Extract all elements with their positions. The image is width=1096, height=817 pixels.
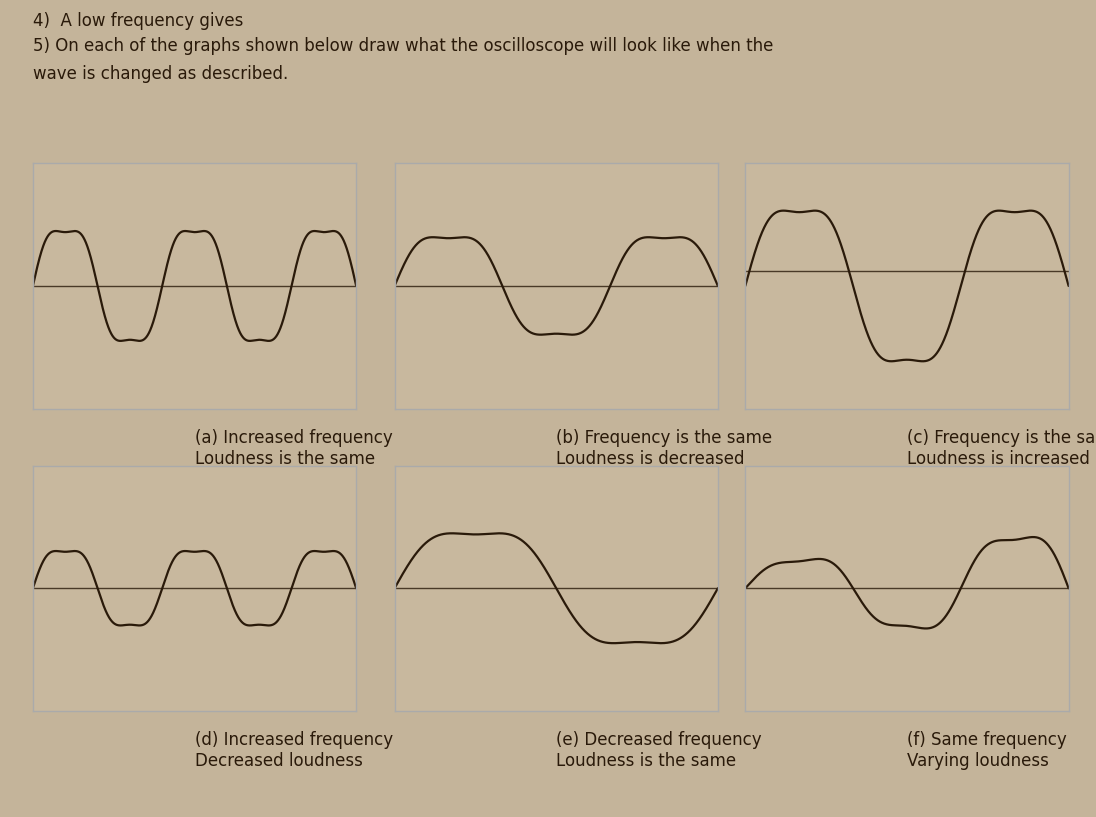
Text: (d) Increased frequency
Decreased loudness: (d) Increased frequency Decreased loudne… <box>195 731 392 770</box>
Text: (c) Frequency is the same
Loudness is increased: (c) Frequency is the same Loudness is in… <box>907 429 1096 467</box>
Text: (e) Decreased frequency
Loudness is the same: (e) Decreased frequency Loudness is the … <box>556 731 762 770</box>
Text: (f) Same frequency
Varying loudness: (f) Same frequency Varying loudness <box>907 731 1066 770</box>
Text: 4)  A low frequency gives: 4) A low frequency gives <box>33 12 243 30</box>
Text: wave is changed as described.: wave is changed as described. <box>33 65 288 83</box>
Text: 5) On each of the graphs shown below draw what the oscilloscope will look like w: 5) On each of the graphs shown below dra… <box>33 37 774 55</box>
Text: (b) Frequency is the same
Loudness is decreased: (b) Frequency is the same Loudness is de… <box>556 429 773 467</box>
Text: (a) Increased frequency
Loudness is the same: (a) Increased frequency Loudness is the … <box>195 429 392 467</box>
